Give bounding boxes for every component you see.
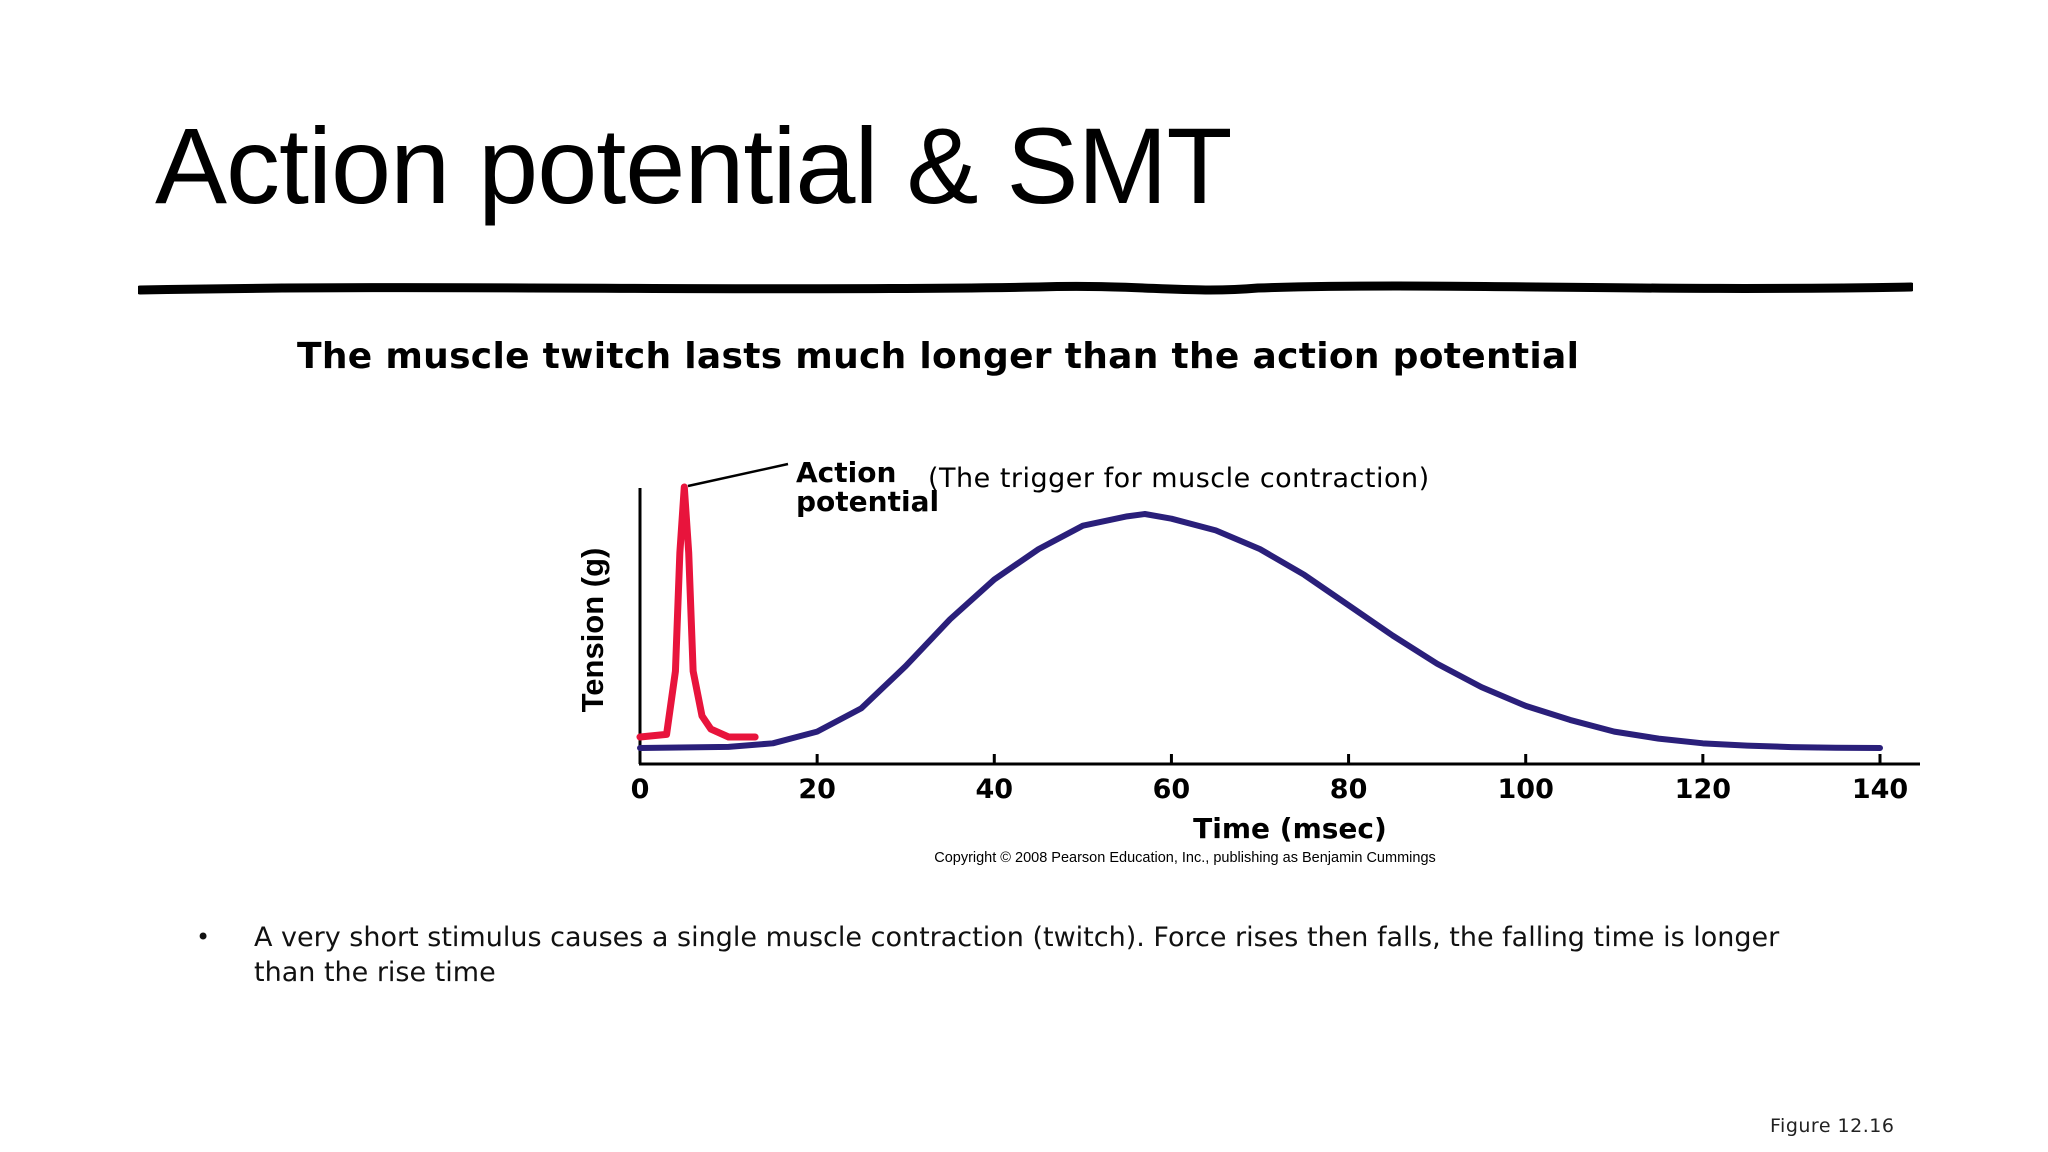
title-divider [138, 281, 1913, 295]
x-tick-label: 20 [798, 774, 836, 805]
x-tick-label: 60 [1153, 774, 1191, 805]
action-potential-line [636, 483, 759, 741]
x-axis-label: Time (msec) [1193, 812, 1387, 845]
annotation-note: (The trigger for muscle contraction) [928, 463, 1430, 494]
muscle-twitch-line [637, 511, 1883, 751]
bullet-dot: • [196, 923, 211, 951]
x-tick-label: 100 [1498, 774, 1554, 805]
x-tick-label: 80 [1330, 774, 1368, 805]
bullet-text: A very short stimulus causes a single mu… [254, 922, 1780, 988]
x-tick-label: 120 [1675, 774, 1731, 805]
annotation-action: Action [796, 456, 896, 489]
slide-title: Action potential & SMT [155, 105, 1233, 226]
x-tick-label: 0 [631, 774, 650, 805]
annotation-potential: potential [796, 485, 939, 518]
figure-label: Figure 12.16 [1770, 1115, 1895, 1137]
y-axis-label: Tension (g) [575, 548, 610, 713]
annotation-leader [687, 462, 789, 488]
x-tick-label: 40 [975, 774, 1013, 805]
x-tick-label: 140 [1852, 774, 1908, 805]
copyright-note: Copyright © 2008 Pearson Education, Inc.… [934, 850, 1436, 866]
chart-title: The muscle twitch lasts much longer than… [297, 336, 1580, 377]
